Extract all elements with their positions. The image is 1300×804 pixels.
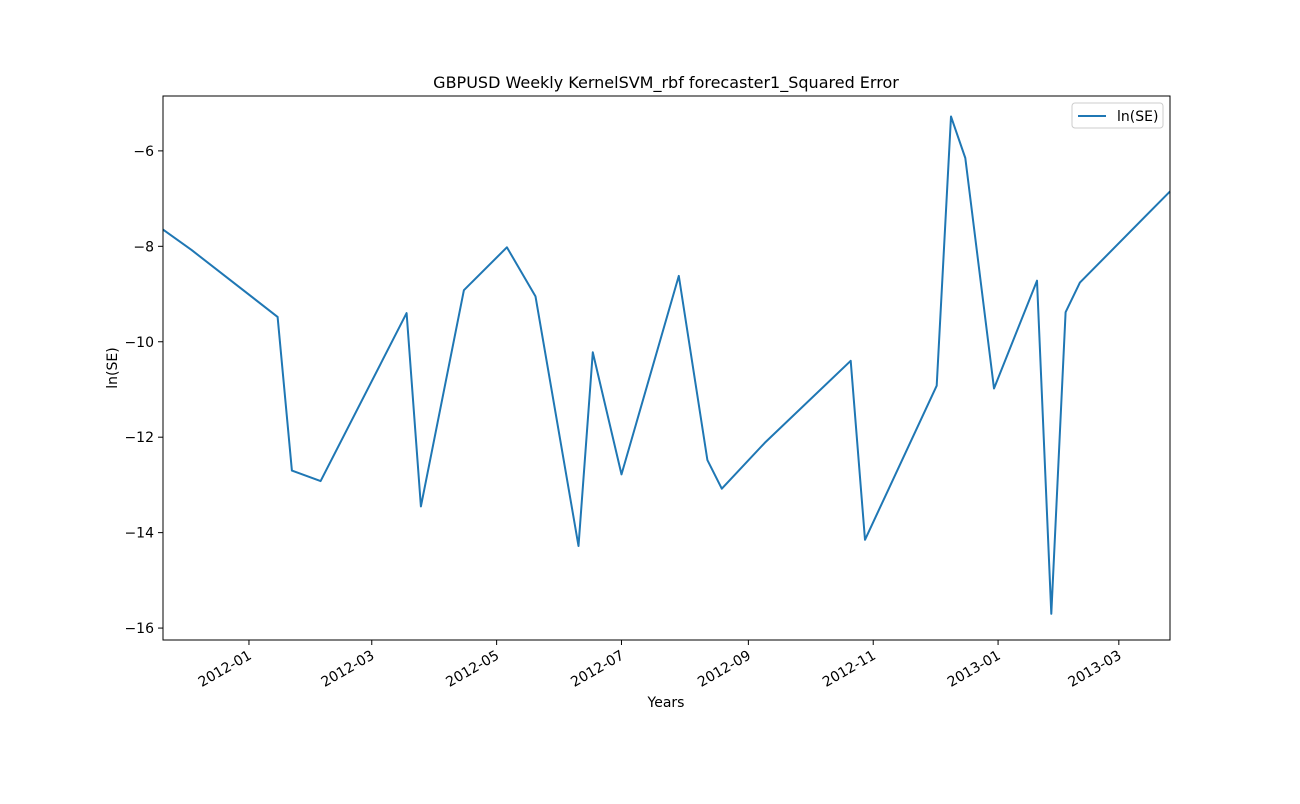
axes-frame — [162, 95, 1171, 641]
legend-label: ln(SE) — [1117, 109, 1158, 125]
legend: ln(SE) — [1071, 102, 1164, 129]
y-tick-label: −16 — [124, 621, 154, 637]
chart-title: GBPUSD Weekly KernelSVM_rbf forecaster1_… — [433, 73, 899, 93]
x-axis-label: Years — [647, 695, 685, 711]
y-axis-label: ln(SE) — [105, 347, 121, 388]
y-axis: −6 −8 −10 −12 −14 −16 — [124, 144, 163, 637]
y-tick-label: −8 — [133, 239, 154, 255]
y-tick-label: −6 — [133, 144, 154, 160]
y-tick-label: −14 — [124, 526, 154, 542]
plot-area — [162, 95, 1171, 641]
series-line-0 — [162, 115, 1171, 615]
legend-box — [1071, 102, 1164, 129]
y-tick-label: −12 — [124, 430, 154, 446]
y-tick-label: −10 — [124, 335, 154, 351]
